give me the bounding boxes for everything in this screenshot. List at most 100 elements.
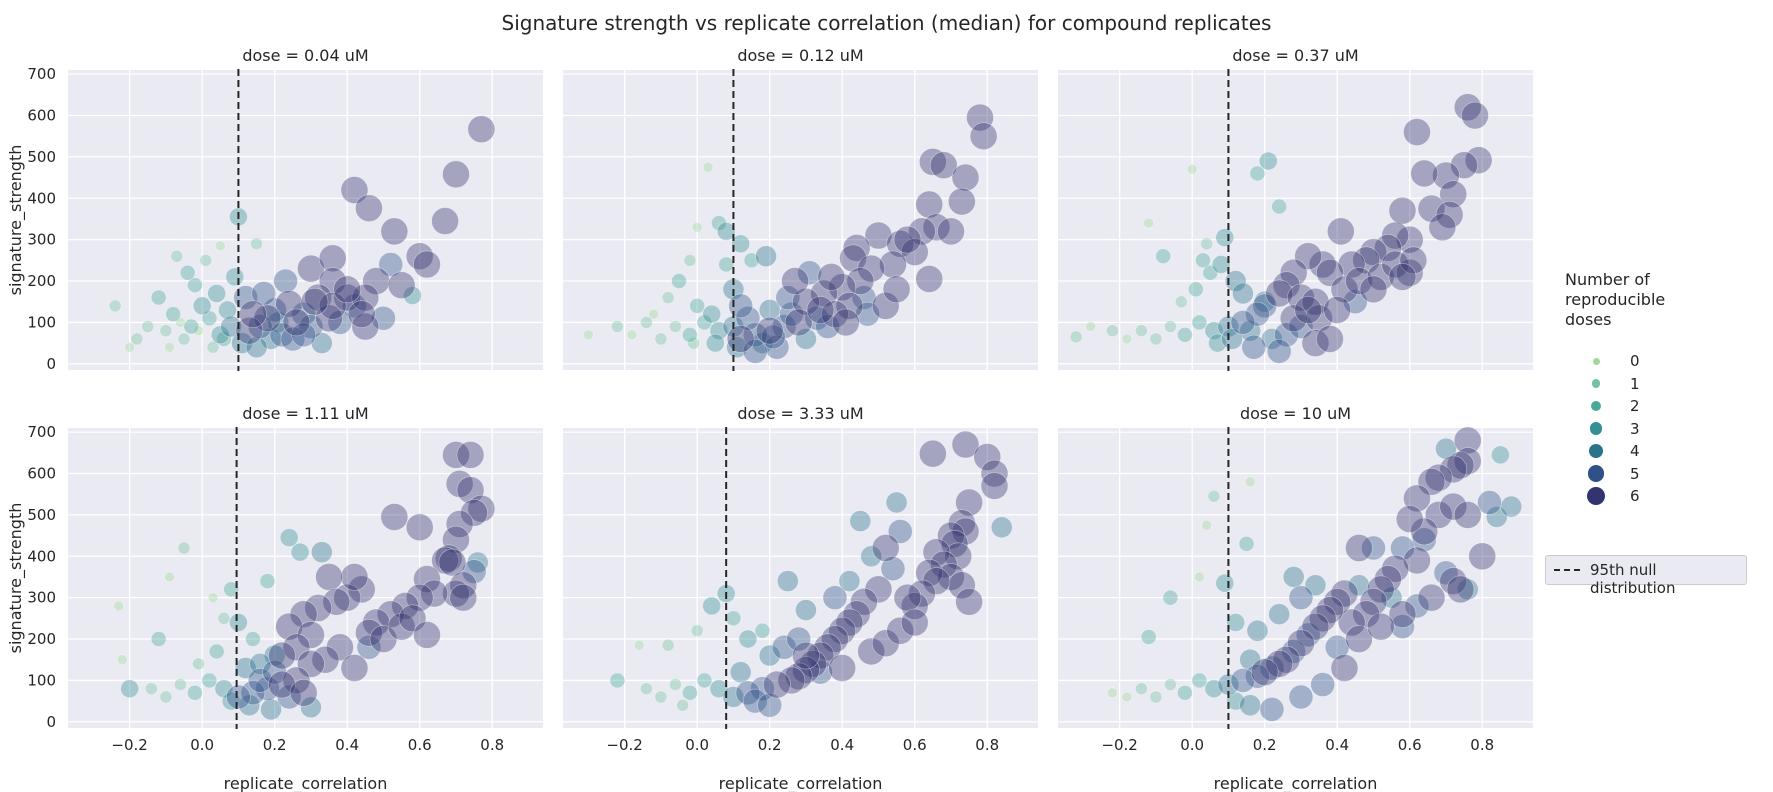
data-point xyxy=(318,244,347,273)
data-point xyxy=(849,510,872,532)
data-point xyxy=(1381,250,1410,279)
data-point xyxy=(442,160,470,189)
data-point xyxy=(915,190,944,219)
data-point xyxy=(654,690,668,704)
data-point xyxy=(810,279,838,308)
data-point xyxy=(751,332,774,354)
hue-legend: Number of reproducible doses 0 1 2 3 4 5 6 xyxy=(1565,270,1765,506)
data-point xyxy=(842,234,871,262)
data-point xyxy=(661,291,675,304)
data-point xyxy=(1345,534,1373,562)
data-point xyxy=(1435,437,1457,460)
data-point xyxy=(413,565,441,593)
data-point xyxy=(1345,625,1373,653)
data-point xyxy=(245,631,261,647)
panel-background xyxy=(563,70,1038,370)
data-point xyxy=(216,331,232,347)
data-point xyxy=(966,103,994,132)
data-point xyxy=(702,304,721,324)
panel-background xyxy=(68,70,543,370)
data-point xyxy=(944,542,973,571)
data-point xyxy=(633,639,645,651)
y-tick-label: 0 xyxy=(46,713,56,731)
data-point xyxy=(1453,93,1482,122)
legend-label: 2 xyxy=(1630,397,1640,415)
data-point xyxy=(955,488,983,517)
data-point xyxy=(842,600,871,629)
x-tick-label: 0.0 xyxy=(685,736,709,754)
data-point xyxy=(795,599,817,621)
data-point xyxy=(318,292,347,320)
data-point xyxy=(885,491,908,514)
data-point xyxy=(1410,517,1439,546)
x-tick-label: 0.0 xyxy=(1180,736,1204,754)
data-point xyxy=(282,308,311,337)
data-point xyxy=(380,217,409,246)
data-point xyxy=(1453,447,1482,475)
legend-label: 6 xyxy=(1630,487,1640,505)
data-point xyxy=(1271,198,1287,215)
y-tick-label: 100 xyxy=(27,313,56,331)
data-point xyxy=(690,624,704,638)
x-tick-label: 0.8 xyxy=(480,736,504,754)
legend-label: 5 xyxy=(1630,464,1640,483)
data-point xyxy=(640,682,653,695)
data-point xyxy=(214,240,226,252)
data-point xyxy=(347,300,376,328)
data-point xyxy=(908,217,936,246)
data-point xyxy=(340,654,369,682)
data-point xyxy=(1215,573,1235,593)
data-point xyxy=(289,600,318,629)
data-point xyxy=(279,528,299,547)
data-point xyxy=(583,329,594,341)
data-point xyxy=(1403,484,1431,513)
data-point xyxy=(855,301,880,327)
data-point xyxy=(467,115,496,143)
data-point xyxy=(1464,146,1493,175)
data-point xyxy=(268,670,296,699)
data-point xyxy=(1149,332,1163,346)
data-point xyxy=(864,221,893,250)
data-point xyxy=(1149,690,1163,704)
data-point xyxy=(300,287,329,316)
data-point xyxy=(1274,322,1299,348)
legend-marker xyxy=(1589,422,1603,435)
x-tick-label: 0.4 xyxy=(830,736,854,754)
data-point xyxy=(864,575,893,604)
x-axis-label: replicate_correlation xyxy=(224,774,388,792)
x-tick-label: 0.6 xyxy=(408,736,432,754)
data-point xyxy=(1374,565,1402,593)
data-point xyxy=(1282,566,1305,588)
null-line-legend: 95th null distribution xyxy=(1545,555,1747,597)
data-point xyxy=(187,685,203,701)
data-point xyxy=(1424,501,1453,529)
data-point xyxy=(929,550,958,579)
data-point xyxy=(857,254,886,283)
data-point xyxy=(682,327,698,343)
data-point xyxy=(1200,237,1213,251)
data-point xyxy=(1388,196,1417,225)
data-point xyxy=(922,567,951,595)
x-tick-label: 0.6 xyxy=(1398,736,1422,754)
y-tick-label: 200 xyxy=(27,272,56,290)
data-point xyxy=(275,612,303,641)
data-point xyxy=(201,672,218,689)
data-point xyxy=(828,616,856,645)
data-point xyxy=(311,332,333,354)
data-point xyxy=(1266,339,1292,364)
data-point xyxy=(980,459,1009,488)
data-point xyxy=(405,242,434,271)
data-point xyxy=(1461,101,1489,130)
data-point xyxy=(326,633,354,662)
data-point xyxy=(709,321,729,340)
data-point xyxy=(758,644,781,667)
data-point xyxy=(1221,328,1243,350)
data-point xyxy=(177,541,191,555)
data-point xyxy=(735,305,761,331)
data-point xyxy=(218,300,237,320)
data-point xyxy=(187,277,203,293)
data-point xyxy=(705,333,725,353)
data-point xyxy=(207,284,226,303)
data-point xyxy=(1279,304,1308,333)
data-point xyxy=(130,332,144,346)
